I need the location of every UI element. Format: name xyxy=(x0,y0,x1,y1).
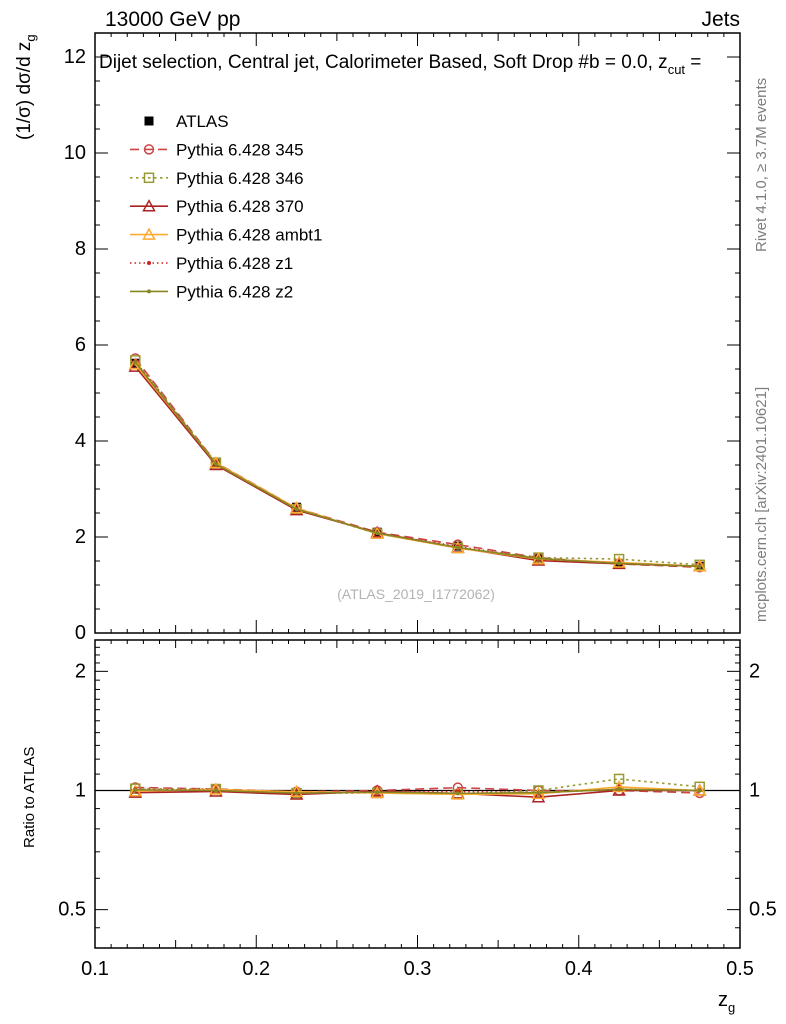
marker-triangle-open xyxy=(289,784,304,798)
marker-triangle-open xyxy=(370,784,384,797)
main-y-axis-label-text: (1/σ) dσ/d z xyxy=(14,42,35,140)
rivet-version-label: Rivet 4.1.0, ≥ 3.7M events xyxy=(753,78,770,252)
marker-dot xyxy=(455,791,460,796)
main-y-axis-label-sub: g xyxy=(23,34,38,41)
marker-dot xyxy=(536,790,541,795)
y-tick-label-ratio-left: 1 xyxy=(75,779,86,801)
marker-triangle-open xyxy=(209,456,223,469)
marker-dot xyxy=(147,261,151,265)
marker-dot xyxy=(213,462,218,467)
y-tick-label-main: 8 xyxy=(75,238,86,260)
main-y-axis-label: (1/σ) dσ/d zg xyxy=(14,34,38,140)
marker-triangle-open xyxy=(142,199,156,212)
analysis-id-watermark: (ATLAS_2019_I1772062) xyxy=(337,586,495,602)
ratio-y-axis-label: Ratio to ATLAS xyxy=(21,747,38,848)
marker-dot xyxy=(213,788,218,793)
legend-label: ATLAS xyxy=(176,112,229,131)
header-beam-energy: 13000 GeV pp xyxy=(105,8,240,31)
legend-label: Pythia 6.428 z2 xyxy=(176,282,293,301)
x-tick-label: 0.4 xyxy=(565,958,593,980)
marker-dot xyxy=(617,787,622,792)
y-tick-label-ratio-left: 2 xyxy=(75,660,86,682)
marker-dot xyxy=(294,791,299,796)
marker-triangle-open xyxy=(531,790,546,803)
y-tick-label-main: 6 xyxy=(75,334,86,356)
marker-dot xyxy=(133,360,138,365)
series-line xyxy=(135,788,700,795)
plot-title-subscript: cut xyxy=(668,62,686,77)
marker-square-filled xyxy=(144,116,154,126)
marker-dot xyxy=(697,788,702,793)
mcplots-attribution-label: mcplots.cern.ch [arXiv:2401.10621] xyxy=(753,387,770,622)
marker-dot xyxy=(536,556,541,561)
plot-title: Dijet selection, Central jet, Calorimete… xyxy=(99,52,701,77)
marker-triangle-open xyxy=(128,357,143,370)
marker-triangle-open xyxy=(612,779,626,793)
legend-label: Pythia 6.428 z1 xyxy=(176,254,293,273)
marker-dot xyxy=(697,564,702,569)
x-axis-label-text: z xyxy=(718,989,728,1011)
marker-square-open xyxy=(143,172,155,184)
legend-label: Pythia 6.428 ambt1 xyxy=(176,226,322,245)
y-tick-label-main: 12 xyxy=(64,46,86,68)
marker-dot xyxy=(455,545,460,550)
y-tick-label-ratio-right: 0.5 xyxy=(749,899,777,921)
legend: ATLAS Pythia 6.428 345 Pythia 6.428 346 Pyt… xyxy=(130,112,322,301)
plot-title-tail: = xyxy=(685,52,701,73)
y-tick-label-main: 10 xyxy=(64,142,86,164)
x-axis-label: zg xyxy=(718,989,735,1015)
header-analysis-group: Jets xyxy=(701,8,740,31)
x-tick-label: 0.5 xyxy=(726,958,754,980)
y-tick-label-ratio-right: 1 xyxy=(749,779,760,801)
marker-square-open xyxy=(533,785,544,796)
series-line xyxy=(135,786,700,796)
marker-circle-open xyxy=(143,144,155,155)
y-tick-label-main: 4 xyxy=(75,430,86,452)
marker-dot xyxy=(617,561,622,566)
x-tick-label: 0.1 xyxy=(81,958,109,980)
x-tick-label: 0.3 xyxy=(404,958,432,980)
marker-dot xyxy=(294,507,299,512)
x-axis-label-sub: g xyxy=(728,1000,735,1015)
plot-title-main: Dijet selection, Central jet, Calorimete… xyxy=(99,52,668,73)
marker-dot xyxy=(147,289,151,294)
x-tick-label: 0.2 xyxy=(242,958,270,980)
series-line xyxy=(134,361,700,568)
marker-triangle-open xyxy=(612,555,626,568)
marker-triangle-open xyxy=(209,782,223,795)
legend-label: Pythia 6.428 370 xyxy=(176,197,304,216)
marker-dot xyxy=(375,531,380,536)
y-tick-label-ratio-left: 0.5 xyxy=(58,899,86,921)
legend-label: Pythia 6.428 345 xyxy=(176,140,304,159)
marker-triangle-open xyxy=(289,787,304,800)
y-tick-label-main: 0 xyxy=(75,622,86,644)
y-tick-label-main: 2 xyxy=(75,526,86,548)
y-tick-label-ratio-right: 2 xyxy=(749,660,760,682)
legend-label: Pythia 6.428 346 xyxy=(176,169,304,188)
marker-dot xyxy=(133,787,138,792)
marker-dot xyxy=(375,790,380,795)
marker-triangle-open xyxy=(142,227,156,240)
